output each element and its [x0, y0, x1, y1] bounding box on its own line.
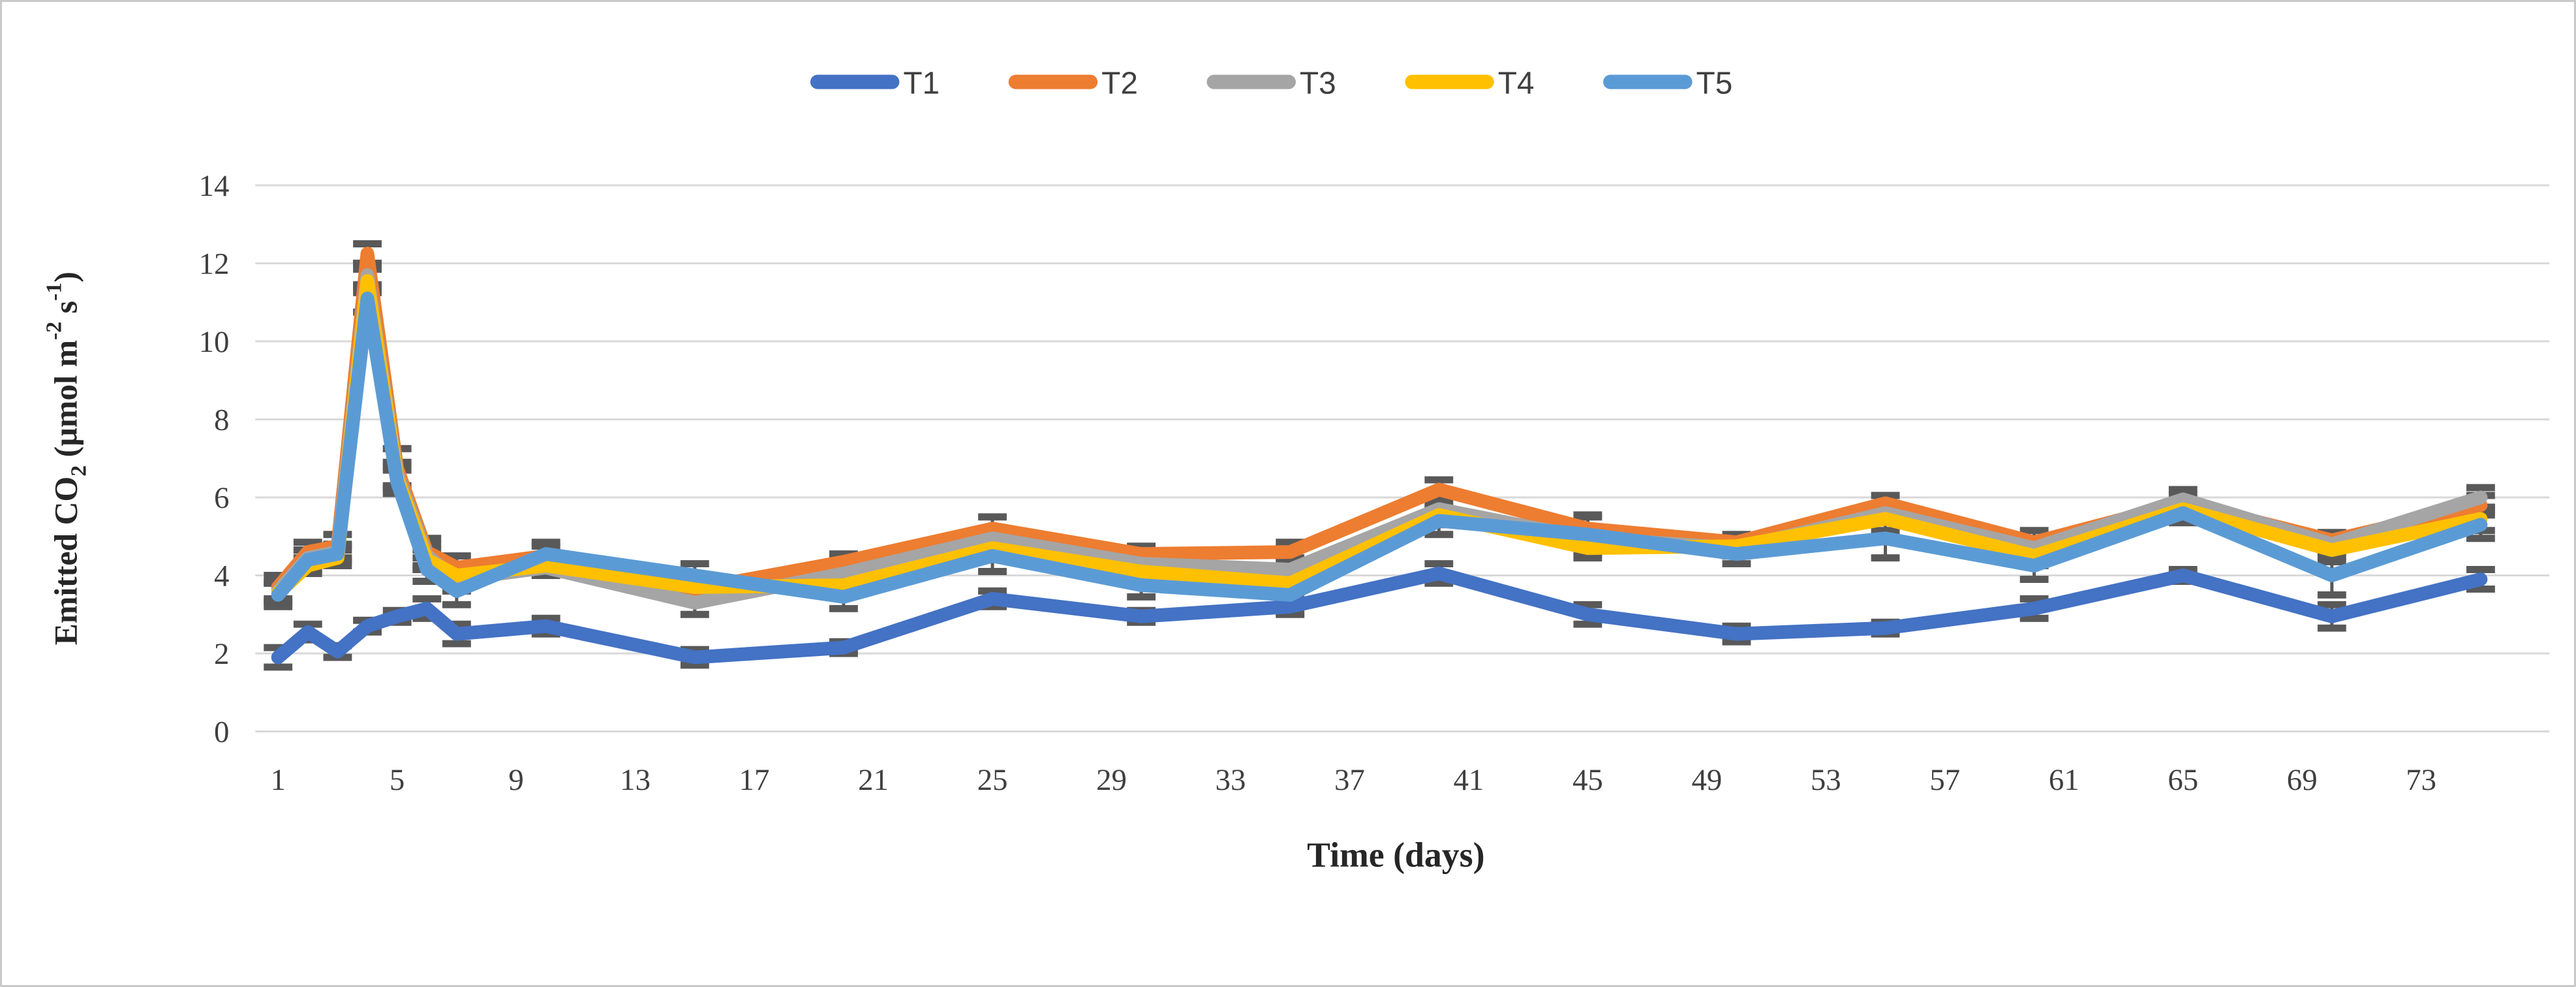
x-tick-45: 45 [1572, 763, 1603, 797]
legend-label-T2: T2 [1101, 66, 1138, 101]
legend-label-T3: T3 [1300, 66, 1336, 101]
x-tick-33: 33 [1216, 763, 1246, 797]
legend-item-T4: T4 [1405, 66, 1535, 101]
x-tick-57: 57 [1929, 763, 1960, 797]
x-tick-25: 25 [977, 763, 1008, 797]
legend-item-T5: T5 [1603, 66, 1733, 101]
x-axis-title: Time (days) [1307, 836, 1484, 875]
y-axis-tick-labels: 0 2 4 6 8 10 12 14 [199, 169, 230, 749]
legend-label-T5: T5 [1696, 66, 1733, 101]
x-tick-9: 9 [508, 763, 523, 797]
legend-item-T1: T1 [810, 66, 940, 101]
y-tick-4: 4 [214, 559, 229, 593]
y-tick-2: 2 [214, 637, 229, 671]
x-tick-13: 13 [620, 763, 651, 797]
x-tick-21: 21 [858, 763, 889, 797]
gridlines [255, 184, 2550, 733]
x-tick-1: 1 [270, 763, 285, 797]
series-line-T1 [271, 567, 2488, 665]
legend: T1 T2 T3 T4 T5 [810, 66, 1733, 101]
x-tick-17: 17 [739, 763, 770, 797]
x-tick-61: 61 [2049, 763, 2079, 797]
x-tick-37: 37 [1334, 763, 1365, 797]
error-bars [264, 240, 2495, 671]
x-tick-65: 65 [2168, 763, 2198, 797]
legend-label-T1: T1 [903, 66, 940, 101]
y-axis-title: Emitted CO2 (µmol m-2 s-1) [42, 272, 91, 645]
legend-item-T3: T3 [1206, 66, 1336, 101]
y-tick-8: 8 [214, 403, 229, 437]
y-tick-10: 10 [199, 325, 230, 359]
y-tick-14: 14 [199, 169, 230, 203]
legend-item-T2: T2 [1008, 66, 1138, 101]
y-tick-6: 6 [214, 481, 229, 515]
series-line-T5 [271, 291, 2488, 604]
x-tick-29: 29 [1096, 763, 1127, 797]
series-lines [271, 247, 2488, 665]
y-tick-12: 12 [199, 247, 230, 281]
x-tick-69: 69 [2287, 763, 2318, 797]
legend-label-T4: T4 [1498, 66, 1535, 101]
x-tick-49: 49 [1691, 763, 1722, 797]
y-tick-0: 0 [214, 715, 229, 749]
x-axis-tick-labels: 1 5 9 13 17 21 25 29 33 37 41 45 49 53 57 61 65 69 73 [270, 763, 2436, 797]
x-tick-73: 73 [2406, 763, 2436, 797]
x-tick-53: 53 [1811, 763, 1841, 797]
x-tick-5: 5 [390, 763, 405, 797]
x-tick-41: 41 [1453, 763, 1484, 797]
